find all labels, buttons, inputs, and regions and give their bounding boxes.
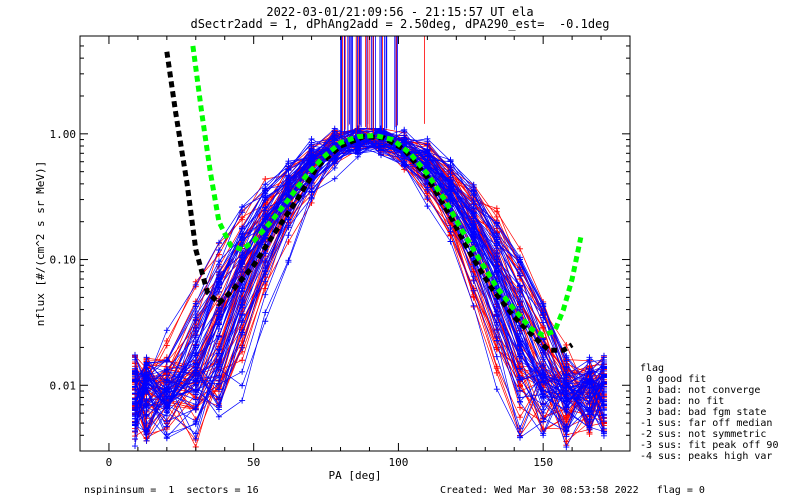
legend-item: 2 bad: no fit	[640, 396, 725, 407]
x-axis-label: PA [deg]	[329, 469, 382, 482]
x-tick-label: 50	[247, 456, 260, 469]
y-tick-label: 0.01	[50, 379, 77, 392]
legend-item: 0 good fit	[640, 374, 707, 385]
fit-curve-black	[164, 51, 574, 353]
legend-title: flag	[640, 363, 665, 374]
x-tick-label: 0	[106, 456, 113, 469]
footer-created: Created: Wed Mar 30 08:53:58 2022 flag =…	[440, 485, 705, 496]
peak-spike-lines	[340, 36, 425, 140]
plot-frame	[79, 35, 631, 452]
x-tick-label: 100	[388, 456, 408, 469]
y-tick-label: 0.10	[50, 254, 77, 267]
chart-title-line-1: 2022-03-01/21:09:56 - 21:15:57 UT ela	[266, 5, 534, 19]
legend-item: -4 sus: peaks high var	[640, 451, 773, 462]
fit-curve-green	[190, 45, 584, 338]
y-tick-label: 1.00	[50, 128, 77, 141]
legend-item: 1 bad: not converge	[640, 385, 761, 396]
chart-title-line-2: dSectr2add = 1, dPhAng2add = 2.50deg, dP…	[190, 17, 610, 31]
legend-item: -3 sus: fit peak off 90	[640, 440, 779, 451]
legend-item: -2 sus: not symmetric	[640, 429, 767, 440]
legend-item: -1 sus: far off median	[640, 418, 773, 429]
plot-area	[132, 36, 607, 451]
y-axis-label: nflux [#/(cm^2 s sr MeV)]	[34, 161, 47, 327]
x-tick-label: 150	[533, 456, 553, 469]
observation-trace	[132, 125, 607, 409]
legend-item: 3 bad: bad fgm state	[640, 407, 767, 418]
footer-settings: nspininsum = 1 sectors = 16	[84, 485, 259, 496]
